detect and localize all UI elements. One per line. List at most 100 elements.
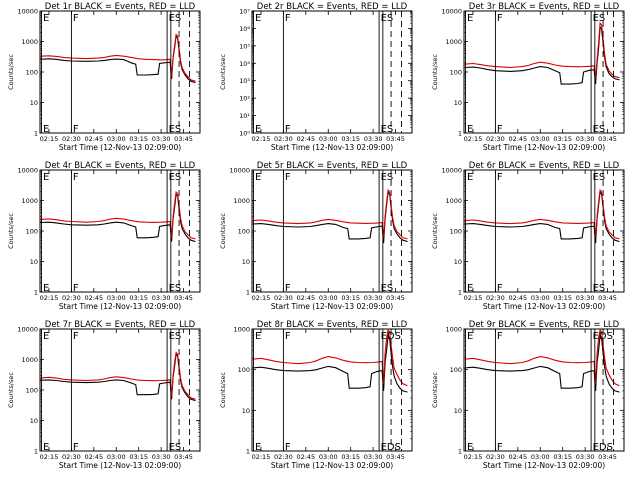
- event-marker-label: E: [43, 124, 49, 135]
- event-marker-label: F: [497, 442, 503, 453]
- x-tick-label: 02:15: [252, 453, 271, 461]
- y-axis-label: Counts/sec: [7, 213, 15, 249]
- y-tick-label: 1: [246, 448, 250, 456]
- y-tick-label: 1: [34, 130, 38, 138]
- y-tick-label: 10²: [239, 95, 250, 103]
- series-line-lld: [252, 329, 408, 387]
- event-marker-label: F: [73, 172, 79, 183]
- y-tick-label: 10: [454, 258, 462, 266]
- y-axis-label: Counts/sec: [7, 372, 15, 408]
- x-tick-label: 02:30: [274, 453, 293, 461]
- detector-panel-2: Det 2r BLACK = Events, RED = LLD Counts/s…: [219, 2, 413, 152]
- x-tick-label: 03:30: [364, 294, 383, 302]
- x-tick-label: 03:15: [129, 135, 148, 143]
- y-tick-label: 10⁷: [239, 8, 250, 16]
- event-marker-label: F: [73, 13, 79, 24]
- x-axis-label: Start Time (12-Nov-13 02:09:00): [271, 461, 393, 470]
- plot-area: [40, 329, 196, 451]
- x-tick-label: 03:00: [107, 294, 126, 302]
- x-tick-label: 02:30: [62, 294, 81, 302]
- plot-area: [40, 170, 196, 292]
- x-axis-label: Start Time (12-Nov-13 02:09:00): [483, 302, 605, 311]
- detector-panel-4: Det 4r BLACK = Events, RED = LLD Counts/s…: [7, 161, 201, 311]
- y-tick-label: 10: [30, 417, 38, 425]
- y-tick-label: 100: [450, 228, 462, 236]
- y-tick-label: 10000: [441, 167, 462, 175]
- x-tick-label: 03:00: [319, 453, 338, 461]
- y-axis-label: Counts/sec: [219, 372, 227, 408]
- x-tick-label: 02:45: [296, 294, 315, 302]
- y-tick-label: 1000: [21, 356, 38, 364]
- x-tick-label: 03:45: [174, 294, 193, 302]
- event-marker-label: F: [497, 283, 503, 294]
- x-tick-label: 03:15: [553, 453, 572, 461]
- event-marker-label: ES: [169, 283, 182, 294]
- x-tick-label: 03:45: [598, 294, 617, 302]
- event-marker-label: E: [467, 124, 473, 135]
- plot-area: [252, 329, 408, 451]
- event-marker-label: E: [43, 442, 49, 453]
- event-marker-label: ES: [169, 13, 182, 24]
- y-tick-label: 100: [450, 69, 462, 77]
- y-tick-label: 100: [238, 228, 250, 236]
- event-marker-label: E: [43, 13, 49, 24]
- series-line-events: [464, 333, 620, 393]
- event-marker-label: EDS: [593, 331, 613, 342]
- x-tick-label: 03:15: [341, 453, 360, 461]
- event-marker-label: F: [285, 13, 291, 24]
- plot-area: [252, 170, 408, 292]
- x-axis-label: Start Time (12-Nov-13 02:09:00): [271, 302, 393, 311]
- x-tick-label: 03:45: [174, 453, 193, 461]
- event-marker-label: F: [73, 331, 79, 342]
- x-tick-label: 02:30: [62, 135, 81, 143]
- x-tick-label: 03:00: [319, 135, 338, 143]
- x-tick-label: 02:45: [84, 294, 103, 302]
- event-marker-label: EDS: [593, 442, 613, 453]
- event-marker-label: E: [467, 442, 473, 453]
- x-tick-label: 02:30: [62, 453, 81, 461]
- y-tick-label: 10: [454, 99, 462, 107]
- event-marker-label: E: [467, 172, 473, 183]
- event-marker-label: E: [43, 283, 49, 294]
- x-tick-label: 02:15: [464, 135, 483, 143]
- x-axis-label: Start Time (12-Nov-13 02:09:00): [59, 302, 181, 311]
- event-marker-label: ES: [381, 283, 394, 294]
- y-tick-label: 100: [26, 69, 38, 77]
- y-axis-label: Counts/sec: [431, 213, 439, 249]
- event-marker-label: E: [255, 283, 261, 294]
- x-tick-label: 03:30: [152, 453, 171, 461]
- y-tick-label: 1: [458, 289, 462, 297]
- event-marker-label: E: [467, 13, 473, 24]
- detector-panel-9: Det 9r BLACK = Events, RED = LLD Counts/s…: [431, 320, 625, 470]
- x-tick-label: 02:15: [40, 135, 59, 143]
- x-tick-label: 03:45: [386, 135, 405, 143]
- y-tick-label: 10: [242, 258, 250, 266]
- series-line-lld: [464, 21, 620, 79]
- plot-frame: [463, 328, 625, 452]
- detector-panel-7: Det 7r BLACK = Events, RED = LLD Counts/s…: [7, 320, 201, 470]
- chart-title: Det 2r BLACK = Events, RED = LLD: [257, 2, 408, 12]
- event-marker-label: ES: [381, 172, 394, 183]
- x-tick-label: 03:00: [531, 453, 550, 461]
- y-tick-label: 1: [246, 289, 250, 297]
- event-marker-label: ES: [169, 124, 182, 135]
- detector-panel-5: Det 5r BLACK = Events, RED = LLD Counts/s…: [219, 161, 413, 311]
- x-tick-label: 02:45: [508, 453, 527, 461]
- x-tick-label: 02:30: [274, 294, 293, 302]
- y-tick-label: 10000: [17, 326, 38, 334]
- y-tick-label: 1: [458, 130, 462, 138]
- plot-area: [464, 329, 620, 451]
- plot-area: [253, 11, 402, 133]
- x-tick-label: 03:15: [129, 453, 148, 461]
- y-tick-label: 10: [30, 258, 38, 266]
- event-marker-label: E: [255, 172, 261, 183]
- y-axis-label: Counts/sec: [7, 54, 15, 90]
- y-axis-label: Counts/sec: [431, 54, 439, 90]
- y-tick-label: 10⁶: [239, 25, 250, 33]
- event-marker-label: ES: [593, 283, 606, 294]
- x-tick-label: 03:00: [531, 294, 550, 302]
- event-marker-label: ES: [593, 172, 606, 183]
- event-marker-label: F: [285, 442, 291, 453]
- series-line-events: [252, 333, 408, 393]
